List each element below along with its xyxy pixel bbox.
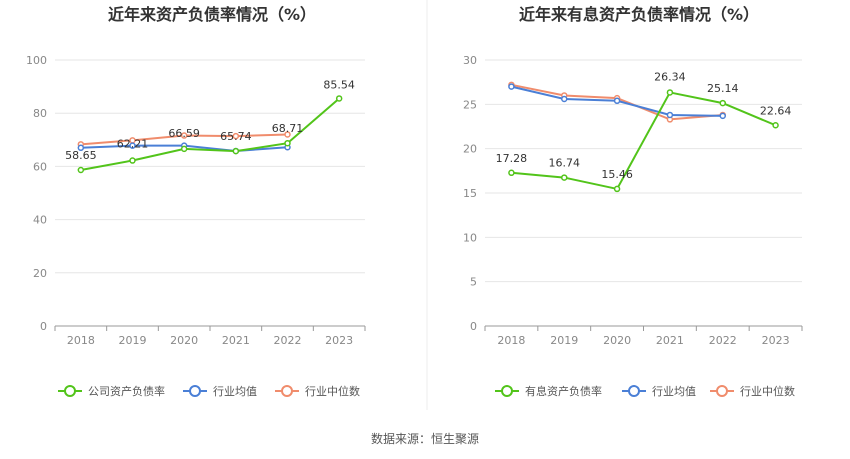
data-point — [180, 145, 188, 153]
data-point — [719, 112, 726, 120]
data-source: 数据来源：恒生聚源 — [371, 431, 479, 446]
y-tick-label: 40 — [33, 214, 47, 227]
y-tick-label: 20 — [463, 143, 477, 156]
legend-label: 行业均值 — [213, 385, 257, 398]
y-tick-label: 0 — [470, 320, 477, 333]
legend-label: 公司资产负债率 — [88, 384, 165, 398]
legend-marker-icon — [716, 385, 728, 397]
legend-label: 行业中位数 — [305, 384, 360, 398]
x-tick-label: 2018 — [497, 334, 525, 347]
legend-marker-icon — [64, 385, 76, 397]
y-tick-label: 80 — [33, 107, 47, 120]
x-tick-label: 2021 — [222, 334, 250, 347]
data-label: 68.71 — [272, 122, 304, 135]
series-line-1 — [511, 91, 776, 191]
data-label: 15.46 — [601, 168, 633, 181]
y-tick-label: 25 — [463, 98, 477, 111]
data-point — [508, 169, 515, 177]
legend-item-2[interactable]: 行业均值 — [183, 385, 257, 398]
x-tick-label: 2019 — [550, 334, 578, 347]
legend-marker-icon — [189, 385, 201, 397]
x-tick-label: 2022 — [709, 334, 737, 347]
data-point — [77, 144, 85, 152]
series-line-1 — [80, 97, 340, 171]
x-tick-label: 2021 — [656, 334, 684, 347]
legend-item-3[interactable]: 行业中位数 — [275, 384, 360, 398]
y-tick-label: 20 — [33, 267, 47, 280]
data-point — [180, 132, 188, 139]
data-label: 16.74 — [549, 157, 581, 170]
data-label: 58.65 — [65, 149, 97, 162]
x-tick-label: 2019 — [119, 334, 147, 347]
legend-item-2[interactable]: 行业均值 — [622, 385, 696, 398]
y-tick-label: 0 — [40, 320, 47, 333]
data-point — [335, 95, 343, 102]
legend-item-3[interactable]: 行业中位数 — [710, 384, 795, 398]
data-point — [772, 122, 779, 129]
data-point — [719, 99, 726, 107]
x-tick-label: 2022 — [274, 334, 302, 347]
y-tick-label: 15 — [463, 187, 477, 200]
legend-label: 行业中位数 — [740, 384, 795, 398]
data-point — [232, 147, 240, 155]
data-point — [284, 139, 291, 147]
data-label: 65.74 — [220, 130, 252, 143]
data-point — [129, 157, 136, 164]
x-tick-label: 2020 — [603, 334, 631, 347]
chart-2: 近年来有息资产负债率情况（%） 0 5 10 15 20 25 30 2018 2019 2020 2… — [463, 5, 803, 398]
chart-title: 近年来有息资产负债率情况（%） — [519, 5, 759, 24]
data-point — [613, 97, 621, 105]
data-point — [77, 166, 85, 174]
x-tick-label: 2023 — [762, 334, 790, 347]
legend-item-1[interactable]: 有息资产负债率 — [495, 384, 602, 398]
data-point — [508, 83, 515, 90]
legend-marker-icon — [501, 385, 513, 397]
y-tick-label: 60 — [33, 160, 47, 173]
data-label: 85.54 — [323, 78, 355, 91]
chart-title: 近年来资产负债率情况（%） — [108, 5, 316, 24]
data-point — [666, 89, 674, 96]
data-point — [666, 111, 674, 119]
data-point — [561, 174, 568, 181]
data-label: 62.21 — [117, 138, 149, 151]
data-point — [284, 131, 291, 138]
x-tick-label: 2023 — [325, 334, 353, 347]
data-point — [613, 185, 621, 193]
legend-marker-icon — [628, 385, 640, 397]
x-tick-label: 2018 — [67, 334, 95, 347]
legend-label: 行业均值 — [652, 385, 696, 398]
data-point — [129, 142, 136, 149]
chart-1: 近年来资产负债率情况（%） 0 20 40 60 80 100 2018 2019 2020 202… — [26, 5, 366, 398]
legend-item-1[interactable]: 公司资产负债率 — [58, 384, 165, 398]
data-point — [232, 132, 240, 140]
data-point — [561, 95, 568, 103]
data-label: 22.64 — [760, 104, 792, 117]
y-tick-label: 10 — [463, 231, 477, 244]
y-tick-label: 100 — [26, 54, 47, 67]
y-tick-label: 30 — [463, 54, 477, 67]
data-label: 17.28 — [496, 152, 528, 165]
legend-marker-icon — [281, 385, 293, 397]
legend-label: 有息资产负债率 — [525, 384, 602, 398]
data-label: 26.34 — [654, 70, 686, 83]
y-tick-label: 5 — [470, 276, 477, 289]
data-label: 66.59 — [168, 127, 200, 140]
data-label: 25.14 — [707, 82, 739, 95]
x-tick-label: 2020 — [170, 334, 198, 347]
